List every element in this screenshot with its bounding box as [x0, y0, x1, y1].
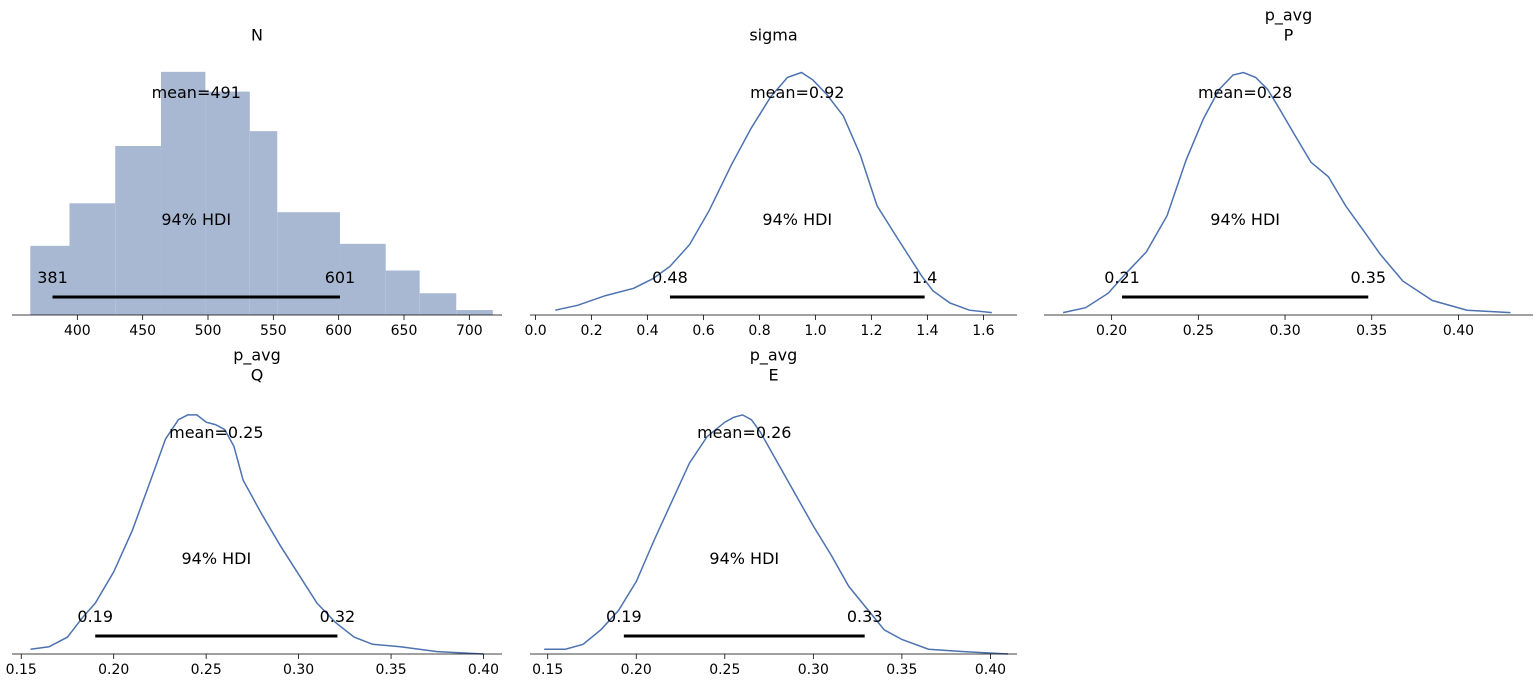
x-tick-label: 1.4 — [916, 323, 938, 339]
x-tick-label: 0.4 — [636, 323, 658, 339]
hdi-upper-label: 0.32 — [320, 607, 356, 626]
histogram-bar — [115, 145, 161, 315]
hdi-upper-label: 1.4 — [912, 268, 937, 287]
panel-title: E — [768, 366, 778, 385]
hdi-text: 94% HDI — [161, 210, 231, 229]
mean-label: mean=0.26 — [697, 423, 791, 442]
hdi-lower-label: 0.48 — [652, 268, 688, 287]
x-tick-label: 0.20 — [1096, 323, 1127, 339]
x-tick-label: 0.15 — [6, 662, 37, 678]
histogram-bar — [339, 243, 386, 315]
x-tick-label: 0.6 — [692, 323, 714, 339]
x-tick-label: 0.30 — [283, 662, 314, 678]
x-tick-label: 0.0 — [524, 323, 546, 339]
hdi-upper-label: 601 — [325, 268, 356, 287]
x-tick-label: 650 — [391, 323, 418, 339]
x-tick-label: 550 — [260, 323, 287, 339]
x-tick-label: 0.35 — [375, 662, 406, 678]
hdi-text: 94% HDI — [1210, 210, 1280, 229]
x-tick-label: 700 — [456, 323, 483, 339]
panel-title: sigma — [749, 26, 797, 45]
x-tick-label: 1.6 — [972, 323, 994, 339]
x-tick-label: 0.40 — [975, 662, 1006, 678]
x-tick-label: 0.40 — [1443, 323, 1474, 339]
mean-label: mean=491 — [152, 83, 241, 102]
mean-label: mean=0.28 — [1198, 83, 1292, 102]
x-tick-label: 600 — [325, 323, 352, 339]
hdi-lower-label: 0.19 — [77, 607, 113, 626]
histogram-bar — [419, 293, 457, 315]
x-tick-label: 0.30 — [1269, 323, 1300, 339]
x-tick-label: 1.2 — [860, 323, 882, 339]
hdi-text: 94% HDI — [762, 210, 832, 229]
hdi-lower-label: 0.19 — [606, 607, 642, 626]
x-tick-label: 0.20 — [621, 662, 652, 678]
hdi-upper-label: 0.33 — [847, 607, 883, 626]
panel-title: P — [1284, 26, 1294, 45]
x-tick-label: 0.35 — [1356, 323, 1387, 339]
x-tick-label: 0.30 — [798, 662, 829, 678]
hdi-lower-label: 0.21 — [1104, 268, 1140, 287]
panel-title: Q — [251, 366, 264, 385]
kde-line — [30, 414, 484, 655]
histogram-bar — [277, 212, 340, 315]
x-tick-label: 0.25 — [191, 662, 222, 678]
hdi-lower-label: 381 — [37, 268, 68, 287]
kde-line — [544, 414, 1009, 655]
histogram-bar — [205, 91, 250, 315]
x-tick-label: 500 — [195, 323, 222, 339]
panel-0: N 400 450 500 550 600 650 700 381 601 94% HDI mean=… — [12, 26, 502, 339]
hdi-upper-label: 0.35 — [1350, 268, 1386, 287]
panel-title: p_avg — [750, 346, 798, 366]
x-tick-label: 0.15 — [532, 662, 563, 678]
x-tick-label: 0.25 — [709, 662, 740, 678]
panel-title: N — [251, 26, 263, 45]
panel-title: p_avg — [1265, 6, 1313, 26]
mean-label: mean=0.92 — [750, 83, 844, 102]
x-tick-label: 1.0 — [804, 323, 826, 339]
histogram-bar — [456, 310, 493, 315]
x-tick-label: 0.35 — [886, 662, 917, 678]
mean-label: mean=0.25 — [169, 423, 263, 442]
panel-1: sigma 0.0 0.2 0.4 0.6 0.8 1.0 1.2 1.4 1.6 0.48 1.4 9… — [524, 26, 1017, 339]
x-tick-label: 0.20 — [98, 662, 129, 678]
hdi-text: 94% HDI — [709, 549, 779, 568]
histogram-bar — [160, 71, 206, 315]
kde-line — [555, 71, 992, 314]
x-tick-label: 0.25 — [1183, 323, 1214, 339]
hdi-text: 94% HDI — [181, 549, 251, 568]
histogram-bar — [385, 270, 420, 315]
x-tick-label: 450 — [129, 323, 156, 339]
x-tick-label: 400 — [64, 323, 91, 339]
x-tick-label: 0.8 — [748, 323, 770, 339]
histogram-bar — [249, 131, 278, 315]
kde-line — [1062, 71, 1511, 314]
x-tick-label: 0.2 — [580, 323, 602, 339]
x-tick-label: 0.40 — [468, 662, 499, 678]
histogram-bar — [30, 245, 70, 315]
panel-title: p_avg — [233, 346, 281, 366]
